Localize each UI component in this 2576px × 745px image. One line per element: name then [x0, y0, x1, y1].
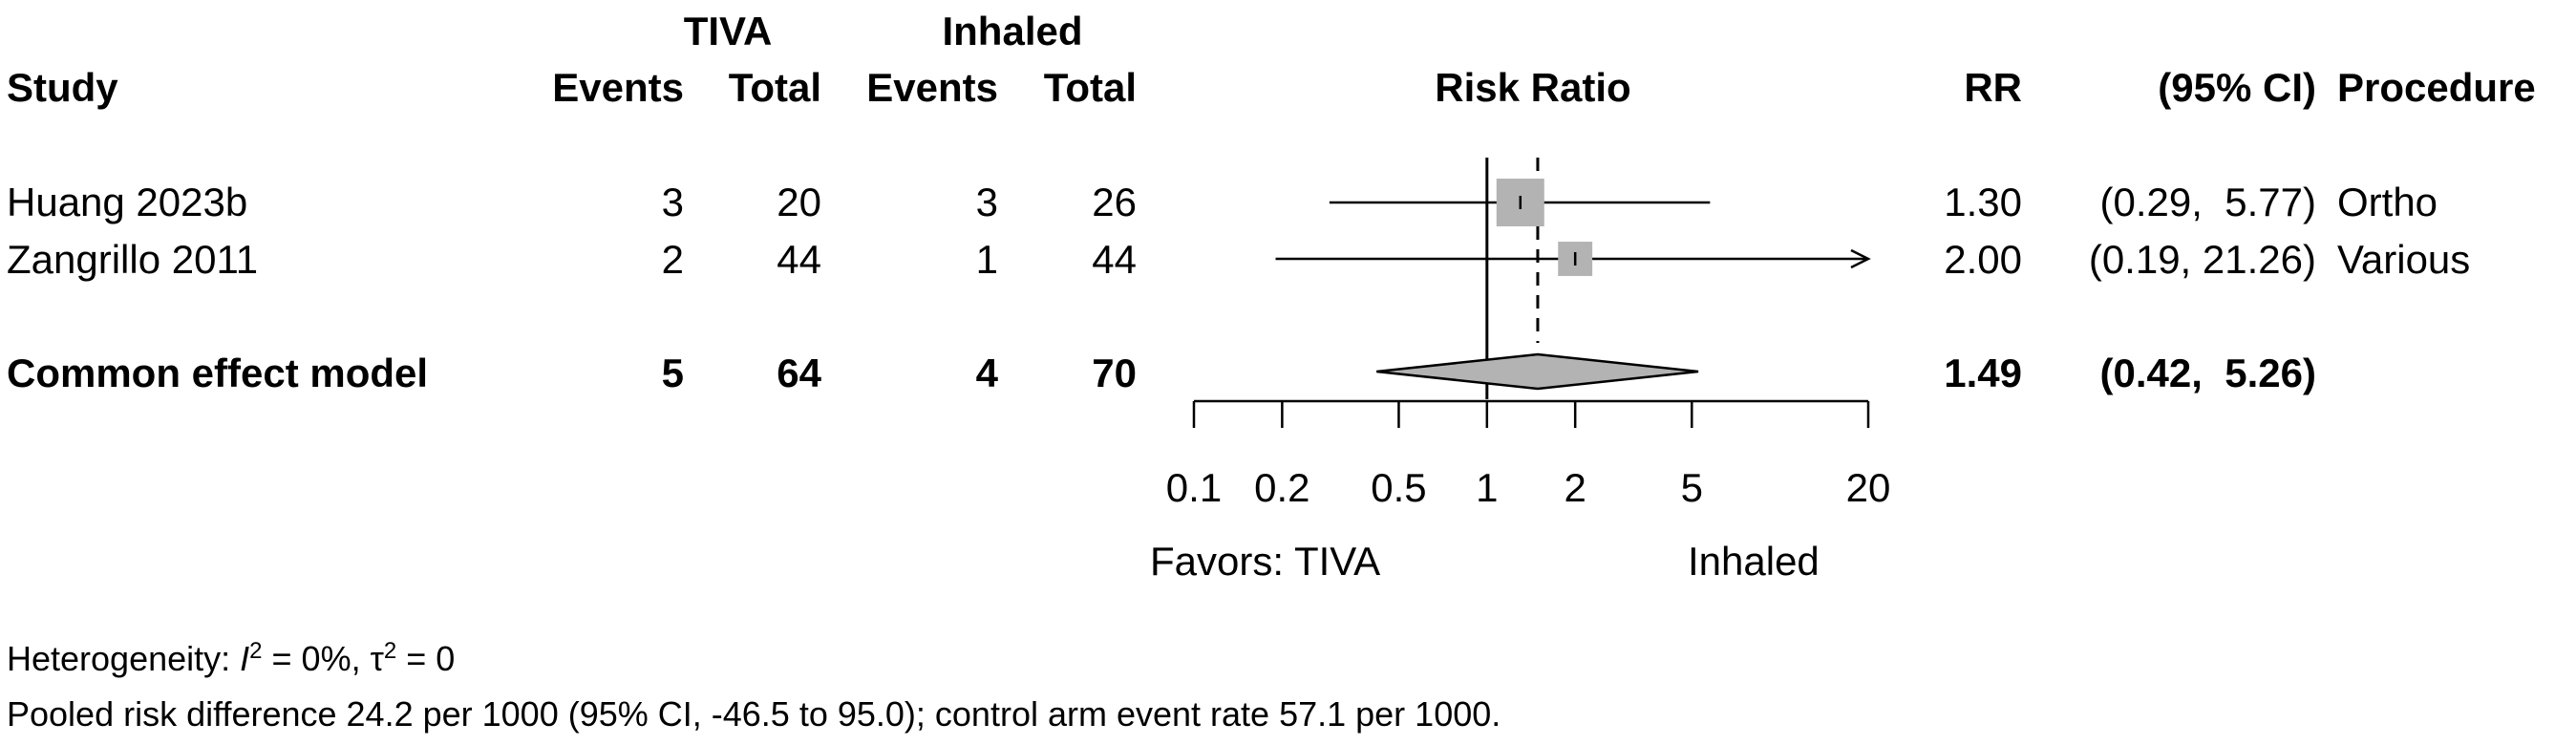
study-rr: 1.30 [1944, 180, 2022, 224]
forest-plot: TIVA Inhaled Study Events Total Events T… [7, 9, 2536, 584]
study-events1: 2 [662, 237, 684, 282]
i2-exponent: 2 [249, 638, 263, 664]
pooled-events2: 4 [976, 351, 999, 395]
group1-header: TIVA [684, 9, 773, 53]
x-axis-tick-label: 5 [1681, 465, 1703, 510]
heterogeneity-text: Heterogeneity: I2 = 0%, τ2 = 0 [7, 638, 455, 679]
study-total1: 20 [777, 180, 821, 224]
study-events2: 1 [976, 237, 998, 282]
events1-header: Events [552, 65, 684, 110]
study-procedure: Various [2337, 237, 2470, 282]
plot-area: 0.1 0.2 0.5 1 2 5 20 [1166, 158, 1891, 510]
study-ci: (0.29, 5.77) [2100, 180, 2316, 224]
study-ci-arrow [1850, 248, 1871, 269]
plot-title: Risk Ratio [1435, 65, 1630, 110]
study-total2: 44 [1092, 237, 1137, 282]
total1-header: Total [729, 65, 821, 110]
x-axis-tick-label: 1 [1476, 465, 1498, 510]
study-total2: 26 [1092, 180, 1137, 224]
i2-symbol: I [240, 639, 250, 678]
rr-header: RR [1964, 65, 2022, 110]
x-axis-tick-label: 0.1 [1166, 465, 1222, 510]
tau2-value: = 0 [396, 639, 456, 678]
pooled-name: Common effect model [7, 351, 428, 395]
study-header: Study [7, 65, 118, 110]
study-name: Zangrillo 2011 [7, 237, 258, 282]
study-ci: (0.19, 21.26) [2089, 237, 2316, 282]
study-total1: 44 [777, 237, 821, 282]
pooled-ci: (0.42, 5.26) [2100, 351, 2316, 395]
study-procedure: Ortho [2337, 180, 2438, 224]
x-axis-tick-label: 0.5 [1371, 465, 1426, 510]
total2-header: Total [1044, 65, 1137, 110]
procedure-header: Procedure [2337, 65, 2536, 110]
x-axis-tick-label: 2 [1565, 465, 1586, 510]
pooled-events1: 5 [662, 351, 684, 395]
pooled-rr: 1.49 [1944, 351, 2022, 395]
pooled-risk-difference-text: Pooled risk difference 24.2 per 1000 (95… [7, 694, 1501, 734]
study-events2: 3 [976, 180, 998, 224]
tau2-exponent: 2 [383, 638, 397, 664]
events2-header: Events [866, 65, 998, 110]
group2-header: Inhaled [942, 9, 1082, 53]
i2-value: = 0%, [262, 639, 371, 678]
favors-left-label: Favors: TIVA [1150, 539, 1380, 584]
pooled-diamond [1376, 352, 1699, 391]
x-axis-tick-label: 20 [1846, 465, 1891, 510]
study-rr: 2.00 [1944, 237, 2022, 282]
study-events1: 3 [662, 180, 684, 224]
heterogeneity-label: Heterogeneity: [7, 639, 241, 678]
favors-right-label: Inhaled [1688, 539, 1820, 584]
x-axis-tick-label: 0.2 [1254, 465, 1309, 510]
tau2-symbol: τ [370, 639, 384, 678]
pooled-total1: 64 [777, 351, 821, 395]
study-name: Huang 2023b [7, 180, 247, 224]
ci-header: (95% CI) [2158, 65, 2316, 110]
pooled-total2: 70 [1092, 351, 1137, 395]
